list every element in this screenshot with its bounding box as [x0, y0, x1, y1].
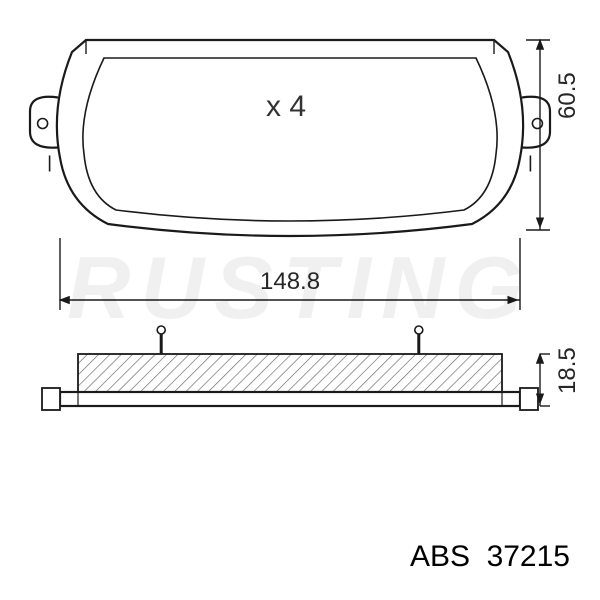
dim-height-label: 60.5 — [554, 72, 582, 119]
brake-pad-side-view — [42, 326, 538, 410]
part-number-label: 37215 — [487, 540, 570, 574]
quantity-label: x 4 — [266, 90, 306, 124]
diagram-stage: 148.860.518.5x 4ABS37215RUSTING — [0, 0, 600, 600]
brand-label: ABS — [410, 540, 470, 574]
dim-width-label: 148.8 — [260, 268, 320, 296]
dim-thickness-label: 18.5 — [554, 347, 582, 394]
brake-pad-face-view — [30, 40, 550, 236]
